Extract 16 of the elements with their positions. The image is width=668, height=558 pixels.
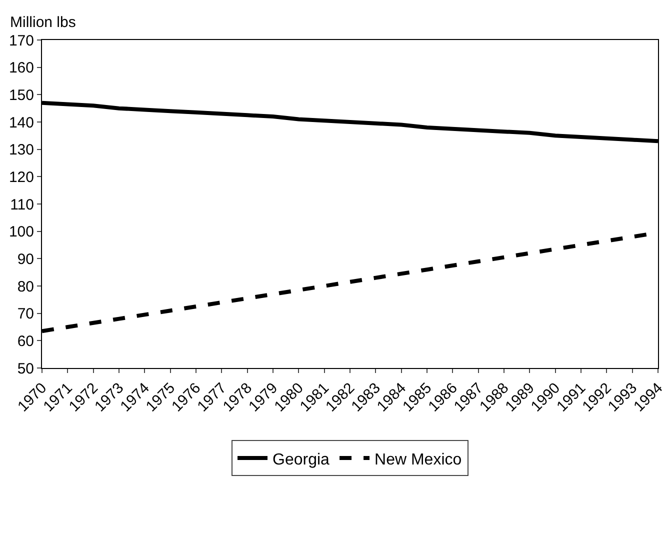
y-tick-label: 50 bbox=[17, 360, 34, 378]
y-axis-title: Million lbs bbox=[10, 14, 76, 31]
y-tick-label: 90 bbox=[17, 250, 34, 268]
y-tick-label: 70 bbox=[17, 306, 34, 323]
y-tick-label: 130 bbox=[8, 142, 34, 159]
legend-label: Georgia bbox=[272, 451, 330, 468]
y-tick-label: 80 bbox=[17, 278, 34, 296]
y-tick-label: 140 bbox=[8, 114, 34, 132]
y-tick-label: 100 bbox=[8, 224, 34, 241]
y-tick-label: 120 bbox=[8, 168, 34, 186]
y-tick-label: 170 bbox=[8, 32, 34, 50]
y-tick-label: 160 bbox=[8, 60, 34, 77]
legend-label: New Mexico bbox=[374, 451, 462, 468]
y-tick-label: 60 bbox=[17, 332, 34, 350]
y-tick-label: 110 bbox=[10, 196, 34, 214]
y-tick-label: 150 bbox=[8, 86, 34, 104]
